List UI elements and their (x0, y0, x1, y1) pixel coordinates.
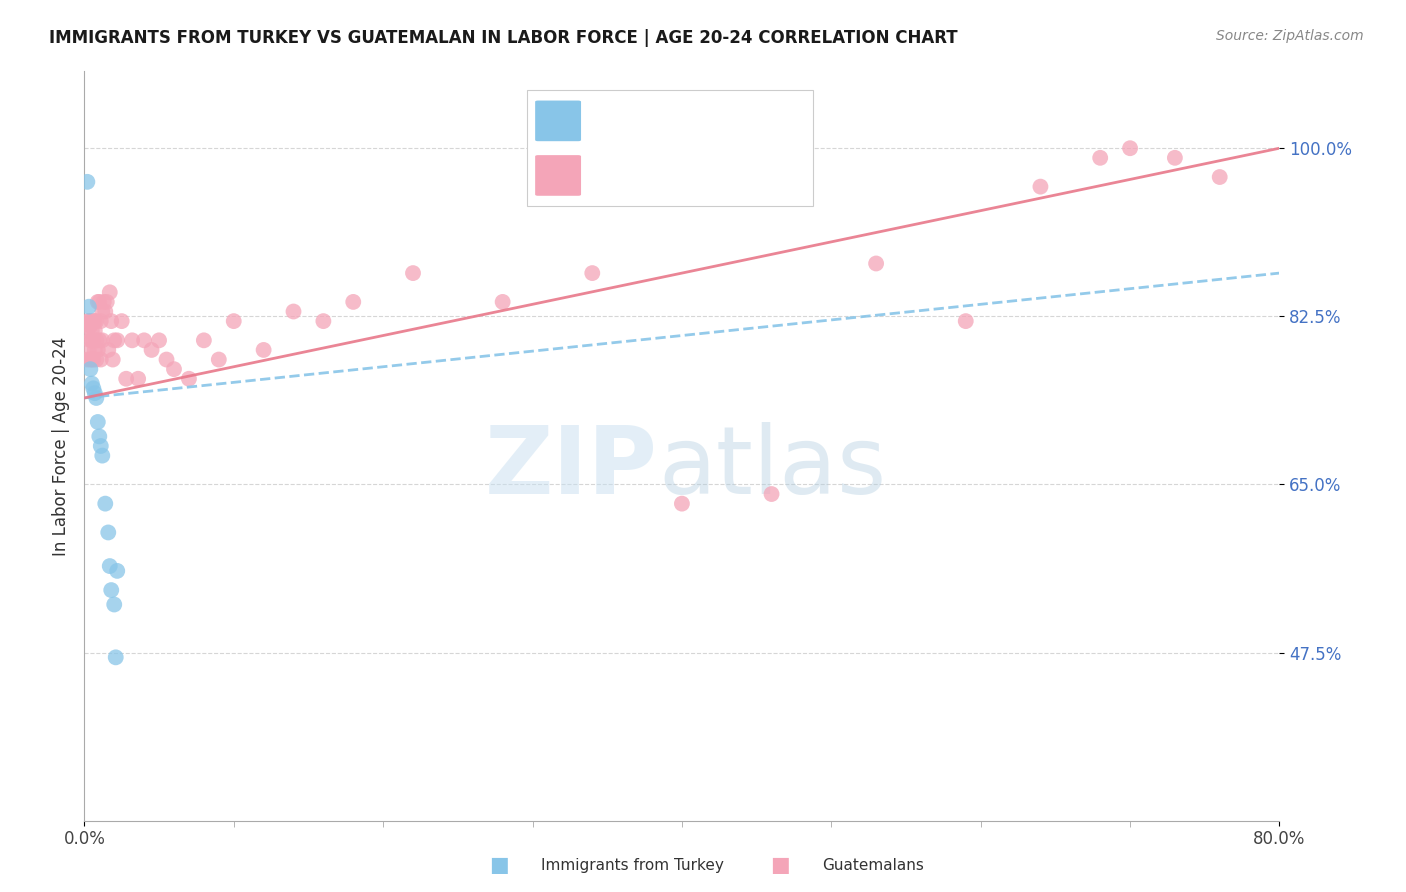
Point (80, 376, 103, 391)
Point (581, 266, 603, 280)
Point (86, 391, 108, 405)
Point (148, 334, 170, 348)
Point (761, 487, 783, 501)
Point (865, 256, 887, 270)
Point (253, 343, 276, 357)
Point (77, 314, 100, 328)
Point (103, 598, 125, 612)
Point (94, 497, 117, 511)
Point (79, 318, 101, 333)
Point (82, 314, 104, 328)
Point (87, 343, 110, 357)
Point (89, 429, 111, 443)
Point (342, 294, 364, 309)
Point (86, 334, 108, 348)
Point (98, 285, 121, 300)
Point (101, 352, 124, 367)
Point (79, 352, 101, 367)
Text: ■: ■ (489, 855, 509, 875)
Point (121, 334, 143, 348)
Point (90, 352, 112, 367)
Point (132, 334, 156, 348)
Point (76, 175, 98, 189)
Point (76, 352, 98, 367)
Point (77, 300, 100, 314)
Point (97, 343, 120, 357)
Point (1119, 141, 1142, 155)
Point (97, 525, 120, 540)
Point (155, 352, 177, 367)
Point (87, 294, 110, 309)
Point (402, 266, 425, 280)
Text: Source: ZipAtlas.com: Source: ZipAtlas.com (1216, 29, 1364, 43)
Point (82, 352, 104, 367)
Point (89, 334, 111, 348)
Point (115, 372, 138, 386)
Point (80, 352, 103, 367)
Point (80, 314, 103, 328)
Point (222, 314, 245, 328)
Point (1164, 151, 1187, 165)
Point (91, 304, 114, 318)
Point (98, 559, 121, 574)
Point (83, 386, 105, 401)
Point (111, 314, 134, 328)
Point (91, 334, 114, 348)
Point (82, 381, 104, 395)
Point (312, 314, 335, 328)
Point (83, 324, 105, 338)
Point (77, 343, 100, 357)
Point (79, 334, 101, 348)
Point (87, 415, 110, 429)
Point (208, 352, 231, 367)
Point (103, 334, 125, 348)
Point (141, 343, 163, 357)
Point (1090, 151, 1112, 165)
Point (89, 294, 111, 309)
Point (91, 449, 114, 463)
Point (90, 439, 112, 453)
Point (83, 314, 105, 328)
Point (96, 294, 118, 309)
Point (283, 304, 305, 318)
Point (79, 362, 101, 376)
Text: atlas: atlas (658, 423, 886, 515)
Point (77, 314, 100, 328)
Point (93, 294, 115, 309)
Point (177, 372, 200, 386)
Point (80, 324, 103, 338)
Point (94, 304, 117, 318)
Point (104, 650, 127, 665)
Point (1029, 179, 1052, 194)
Text: IMMIGRANTS FROM TURKEY VS GUATEMALAN IN LABOR FORCE | AGE 20-24 CORRELATION CHAR: IMMIGRANTS FROM TURKEY VS GUATEMALAN IN … (49, 29, 957, 46)
Point (80, 334, 103, 348)
Point (86, 352, 108, 367)
Point (1209, 169, 1232, 184)
Text: Guatemalans: Guatemalans (823, 858, 924, 872)
Text: Immigrants from Turkey: Immigrants from Turkey (541, 858, 724, 872)
Point (163, 362, 186, 376)
Point (82, 334, 104, 348)
Point (492, 294, 515, 309)
Point (127, 372, 149, 386)
Point (100, 314, 122, 328)
Point (955, 314, 977, 328)
Point (90, 314, 112, 328)
Point (86, 314, 108, 328)
Point (76, 324, 98, 338)
Point (193, 334, 215, 348)
Text: ZIP: ZIP (485, 423, 658, 515)
Point (105, 334, 128, 348)
Point (105, 564, 128, 578)
Y-axis label: In Labor Force | Age 20-24: In Labor Force | Age 20-24 (52, 336, 70, 556)
Point (100, 583, 122, 598)
Point (671, 497, 693, 511)
Text: ■: ■ (770, 855, 790, 875)
Point (83, 343, 105, 357)
